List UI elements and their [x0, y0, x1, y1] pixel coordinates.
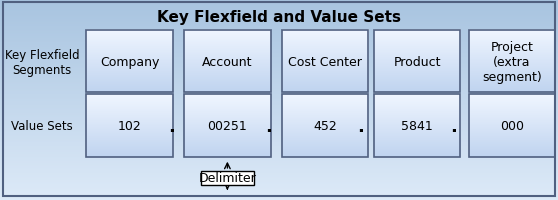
Bar [282, 95, 368, 157]
Bar [374, 31, 460, 93]
Text: 102: 102 [118, 120, 142, 132]
Text: .: . [266, 117, 272, 135]
Bar [86, 31, 173, 93]
Text: .: . [450, 117, 456, 135]
Bar [184, 31, 271, 93]
Text: .: . [358, 117, 364, 135]
Text: 000: 000 [500, 120, 524, 132]
Text: Delimiter: Delimiter [199, 172, 256, 184]
Text: Account: Account [202, 56, 253, 68]
Text: Value Sets: Value Sets [11, 120, 73, 132]
Bar [374, 95, 460, 157]
Text: Company: Company [100, 56, 160, 68]
Bar [184, 95, 271, 157]
Text: Cost Center: Cost Center [288, 56, 362, 68]
Text: .: . [168, 117, 175, 135]
Bar [201, 171, 254, 185]
Text: 452: 452 [313, 120, 337, 132]
Bar [469, 31, 555, 93]
Text: Key Flexfield
Segments: Key Flexfield Segments [4, 49, 79, 77]
Text: Project
(extra
segment): Project (extra segment) [482, 41, 542, 83]
Text: 00251: 00251 [208, 120, 247, 132]
Bar [282, 31, 368, 93]
Bar [469, 95, 555, 157]
Text: 5841: 5841 [401, 120, 433, 132]
Text: Key Flexfield and Value Sets: Key Flexfield and Value Sets [157, 10, 401, 24]
Bar [86, 95, 173, 157]
Text: Product: Product [393, 56, 441, 68]
